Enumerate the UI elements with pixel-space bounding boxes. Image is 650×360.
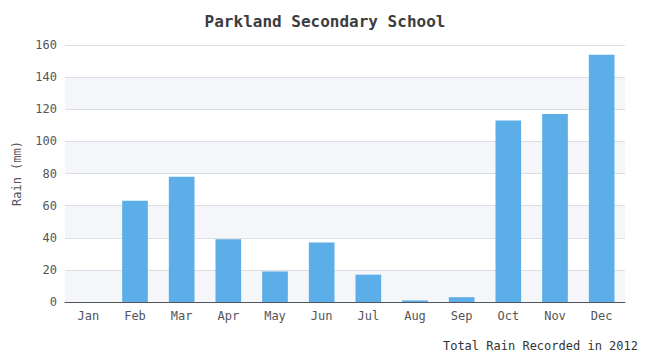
svg-text:120: 120 — [35, 102, 57, 116]
svg-text:Rain (mm): Rain (mm) — [10, 141, 24, 206]
svg-text:Total Rain Recorded in 2012: Total Rain Recorded in 2012 — [443, 339, 638, 353]
svg-text:80: 80 — [43, 167, 57, 181]
svg-text:Apr: Apr — [217, 309, 239, 323]
svg-text:0: 0 — [50, 295, 57, 309]
svg-text:Jan: Jan — [77, 309, 99, 323]
svg-text:140: 140 — [35, 70, 57, 84]
svg-text:Sep: Sep — [451, 309, 473, 323]
svg-text:Oct: Oct — [497, 309, 519, 323]
svg-text:Nov: Nov — [544, 309, 566, 323]
svg-text:Feb: Feb — [124, 309, 146, 323]
svg-text:60: 60 — [43, 199, 57, 213]
svg-text:40: 40 — [43, 231, 57, 245]
svg-text:Dec: Dec — [591, 309, 613, 323]
svg-text:100: 100 — [35, 134, 57, 148]
svg-text:Jul: Jul — [357, 309, 379, 323]
svg-text:Aug: Aug — [404, 309, 426, 323]
svg-text:Parkland Secondary School: Parkland Secondary School — [205, 12, 446, 31]
svg-text:May: May — [264, 309, 286, 323]
svg-text:Jun: Jun — [311, 309, 333, 323]
svg-text:160: 160 — [35, 38, 57, 52]
svg-text:20: 20 — [43, 263, 57, 277]
svg-text:Mar: Mar — [171, 309, 193, 323]
